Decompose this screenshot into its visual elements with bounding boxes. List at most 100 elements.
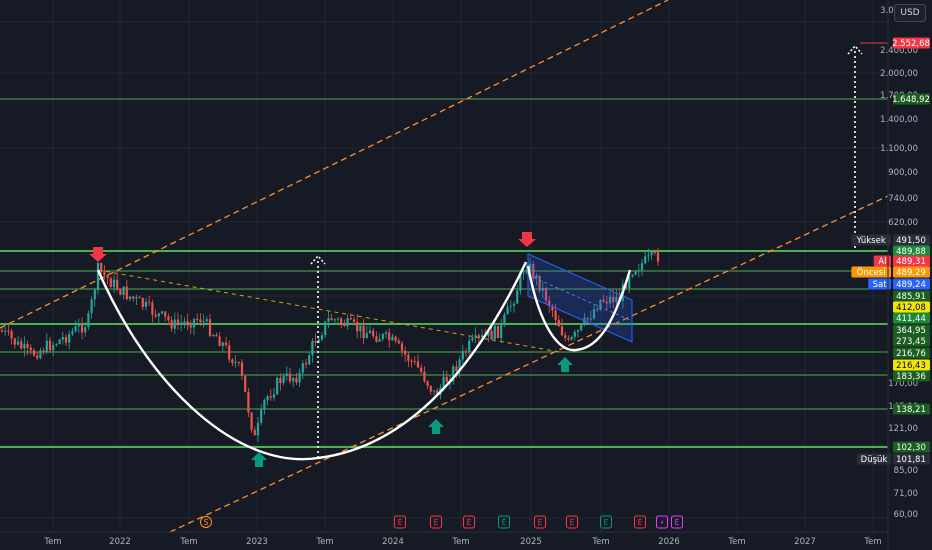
candle-body <box>39 350 42 359</box>
candle-body <box>381 334 384 340</box>
price-tag-value: 2.552,68 <box>892 39 930 49</box>
candle-body <box>141 297 144 307</box>
candle-body <box>612 296 615 303</box>
event-marker[interactable]: E <box>430 515 442 529</box>
event-marker[interactable]: S <box>200 516 212 528</box>
descending-trendline[interactable] <box>97 269 561 353</box>
candle-body <box>551 306 554 311</box>
event-marker[interactable]: E <box>498 515 510 529</box>
candle-body <box>74 326 77 332</box>
candle-body <box>58 339 61 344</box>
candle-body <box>240 362 244 376</box>
event-marker[interactable]: ⚡ <box>656 515 668 529</box>
candle-body <box>503 314 506 324</box>
price-tag-value: 1.648,92 <box>892 95 930 105</box>
candle-body <box>356 321 359 332</box>
candle-body <box>148 301 151 303</box>
candle-body <box>564 335 567 339</box>
cup-curve[interactable] <box>96 261 528 461</box>
candle-body <box>423 371 426 382</box>
candle-body <box>506 306 509 315</box>
candle-body <box>480 335 484 338</box>
down-arrow-icon <box>89 247 107 262</box>
candle-body <box>266 396 269 401</box>
candle-body <box>80 324 84 333</box>
candle-body <box>279 377 282 384</box>
price-tag-value: 138,21 <box>896 405 926 415</box>
candle-body <box>500 323 503 338</box>
currency-selector[interactable]: USD <box>894 4 926 22</box>
event-marker[interactable]: E <box>394 515 406 529</box>
candle-body <box>90 299 93 314</box>
candle-body <box>215 334 218 337</box>
candle-body <box>548 300 551 307</box>
candle-body <box>311 341 314 356</box>
time-tick-label: 2026 <box>658 537 680 547</box>
event-markers[interactable]: S E E E E E E E E ⚡ E <box>200 515 683 529</box>
event-marker[interactable]: E <box>566 515 578 529</box>
candle-body <box>103 272 106 276</box>
candle-body <box>519 273 522 291</box>
candle-body <box>535 275 538 278</box>
price-tag-value: 101,81 <box>896 455 926 465</box>
candle-body <box>144 301 148 307</box>
price-tag-value: 411,44 <box>896 314 926 324</box>
candle-body <box>333 319 336 321</box>
buy-arrows <box>251 357 573 467</box>
candle-body <box>180 322 183 325</box>
flag-midline <box>527 274 633 322</box>
target-projection[interactable] <box>317 48 856 458</box>
event-marker[interactable]: E <box>671 515 683 529</box>
price-tick-label: 170,00 <box>888 379 918 389</box>
time-tick-label: 2024 <box>382 537 404 547</box>
event-marker-label: S <box>204 518 209 527</box>
candle-body <box>442 376 445 388</box>
candle-body <box>253 429 256 436</box>
candle-body <box>61 336 64 340</box>
up-arrow-icon <box>428 419 444 434</box>
price-tick-label: 900,00 <box>888 168 918 178</box>
price-tag: 489,24 Sat <box>868 278 930 290</box>
rising-channel[interactable] <box>0 0 889 533</box>
price-tags: 2.552,68 1.648,92 491,50 Yüksek 489,88489,31… <box>851 37 930 465</box>
handle-curve[interactable] <box>526 265 632 352</box>
candle-body <box>580 323 583 331</box>
time-tick-label: Tem <box>43 537 61 547</box>
time-axis[interactable] <box>0 532 932 550</box>
candle-body <box>487 330 490 336</box>
price-tag: 489,29 Öncesi <box>851 266 930 278</box>
price-tag: 2.552,68 <box>892 37 930 49</box>
candle-body <box>68 334 71 343</box>
candle-body <box>295 377 298 383</box>
candle-body <box>189 325 192 328</box>
candle-body <box>352 319 356 322</box>
candle-body <box>151 302 154 315</box>
event-marker[interactable]: E <box>634 515 646 529</box>
candle-body <box>365 333 368 339</box>
candle-body <box>276 377 279 395</box>
candle-body <box>304 363 308 365</box>
price-tag-value: 489,24 <box>896 280 926 290</box>
candle-body <box>173 319 176 329</box>
event-marker[interactable]: E <box>463 515 475 529</box>
event-marker-label: ⚡ <box>659 518 664 527</box>
candle-body <box>378 339 381 342</box>
price-tag-label: Al <box>878 257 886 267</box>
price-tag: 273,45 <box>893 335 930 347</box>
event-marker[interactable]: E <box>534 515 546 529</box>
candle-body <box>628 276 631 288</box>
candle-body <box>420 367 423 372</box>
price-tag-label: Öncesi <box>857 267 886 278</box>
candle-body <box>608 296 612 304</box>
candle-body <box>64 336 68 343</box>
candle-body <box>413 361 416 363</box>
candle-body <box>20 341 23 349</box>
candle-body <box>52 344 55 351</box>
candle-body <box>474 335 477 339</box>
level-lines[interactable] <box>0 98 888 448</box>
candle-body <box>336 318 340 320</box>
event-marker[interactable]: E <box>600 515 612 529</box>
price-tag: 102,30 <box>893 441 930 453</box>
candle-body <box>560 326 564 336</box>
